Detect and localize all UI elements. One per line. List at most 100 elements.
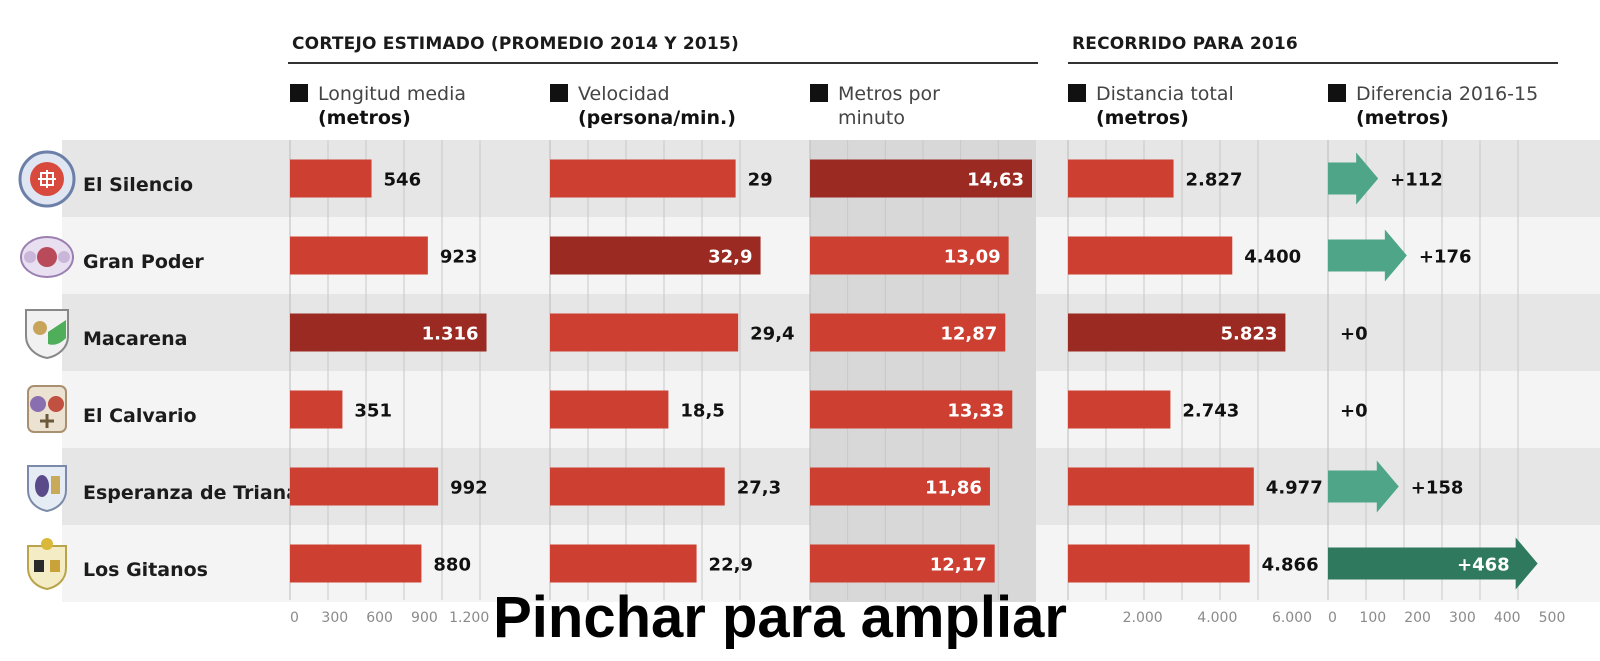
value-label: 12,17 (930, 555, 987, 576)
legend-square-icon (810, 84, 828, 102)
value-label: 4.866 (1262, 555, 1319, 576)
tick-label: 6.000 (1272, 610, 1312, 626)
diff-arrow (1328, 229, 1407, 282)
legend-square-icon (550, 84, 568, 102)
group-rule-cortejo (288, 62, 1038, 64)
bar (810, 313, 1006, 352)
value-label: 29 (748, 170, 773, 191)
row-name-macarena: Macarena (83, 328, 188, 350)
bar (810, 390, 1013, 429)
legend-square-icon (1068, 84, 1086, 102)
metric-header-diferencia: Diferencia 2016-15 (metros) (1328, 82, 1538, 130)
enlarge-caption[interactable]: Pinchar para ampliar (493, 585, 1067, 650)
value-label: 27,3 (737, 478, 781, 499)
value-label: 14,63 (967, 170, 1024, 191)
bar (290, 390, 343, 429)
tick-label: 4.000 (1197, 610, 1237, 626)
tick-label: 1.200 (449, 610, 489, 626)
bar (290, 313, 487, 352)
value-label: +176 (1419, 247, 1472, 268)
metric-header-velocidad-line2: (persona/min.) (578, 107, 736, 129)
value-label: 13,33 (947, 401, 1004, 422)
row-name-el-silencio: El Silencio (83, 174, 194, 196)
metric-header-diferencia-line2: (metros) (1356, 107, 1449, 129)
legend-square-icon (290, 84, 308, 102)
tick-label: 100 (1359, 610, 1386, 626)
bar (1068, 544, 1250, 583)
bar (290, 544, 422, 583)
metric-header-metros-minuto: Metros por minuto (810, 82, 940, 130)
tick-label: 900 (411, 610, 438, 626)
metric-header-diferencia-line1: Diferencia 2016-15 (1356, 83, 1539, 105)
row-name-los-gitanos: Los Gitanos (83, 559, 208, 581)
tick-label: 500 (1539, 610, 1566, 626)
bar (810, 236, 1009, 275)
value-label: 4.400 (1244, 247, 1301, 268)
crest-gran-poder-icon (20, 236, 74, 278)
value-label: +112 (1390, 170, 1443, 191)
value-label: 5.823 (1220, 324, 1277, 345)
value-label: 351 (354, 401, 392, 422)
value-label: 4.977 (1266, 478, 1323, 499)
value-label: +158 (1411, 478, 1464, 499)
bar (550, 390, 669, 429)
value-label: 880 (433, 555, 471, 576)
bar (290, 236, 428, 275)
bar (290, 467, 439, 506)
value-label: 12,87 (940, 324, 997, 345)
value-label: 1.316 (422, 324, 479, 345)
metric-header-velocidad: Velocidad (persona/min.) (550, 82, 736, 130)
metric-header-distancia-line1: Distancia total (1096, 83, 1234, 105)
tick-label: 200 (1404, 610, 1431, 626)
bar (1068, 236, 1233, 275)
bar (550, 236, 761, 275)
value-label: 32,9 (708, 247, 752, 268)
value-label: +468 (1457, 555, 1510, 576)
value-label: 2.743 (1182, 401, 1239, 422)
metric-header-distancia-line2: (metros) (1096, 107, 1189, 129)
value-label: +0 (1340, 324, 1368, 345)
metric-header-distancia: Distancia total (metros) (1068, 82, 1234, 130)
tick-label: 0 (1328, 610, 1337, 626)
bar (1068, 467, 1254, 506)
bar (550, 313, 739, 352)
crest-el-calvario-icon (27, 385, 67, 433)
metric-header-longitud: Longitud media (metros) (290, 82, 466, 130)
value-label: 18,5 (680, 401, 724, 422)
tick-label: 300 (321, 610, 348, 626)
diff-arrow (1328, 537, 1538, 590)
tick-label: 0 (290, 610, 299, 626)
value-label: 22,9 (709, 555, 753, 576)
tick-label: 300 (1449, 610, 1476, 626)
group-title-recorrido: RECORRIDO PARA 2016 (1072, 34, 1298, 54)
row-name-gran-poder: Gran Poder (83, 251, 204, 273)
bar (550, 544, 697, 583)
metric-header-metros-minuto-line1: Metros por (838, 83, 940, 105)
diff-arrow (1328, 460, 1399, 513)
bar (290, 159, 372, 198)
value-label: 546 (384, 170, 422, 191)
bar (810, 544, 995, 583)
tick-label: 600 (366, 610, 393, 626)
bar (550, 159, 736, 198)
bar (1068, 159, 1174, 198)
metric-header-longitud-line1: Longitud media (318, 83, 467, 105)
value-label: 992 (450, 478, 488, 499)
metric-header-metros-minuto-line2: minuto (838, 107, 905, 129)
bar (810, 467, 990, 506)
value-label: 923 (440, 247, 478, 268)
crest-macarena-icon (25, 309, 69, 360)
row-name-el-calvario: El Calvario (83, 405, 197, 427)
bar (1068, 313, 1286, 352)
group-rule-recorrido (1068, 62, 1558, 64)
bar (1068, 390, 1171, 429)
group-title-cortejo: CORTEJO ESTIMADO (PROMEDIO 2014 Y 2015) (292, 34, 739, 54)
bar (810, 159, 1032, 198)
value-label: 2.827 (1186, 170, 1243, 191)
value-label: 11,86 (925, 478, 982, 499)
tick-label: 400 (1494, 610, 1521, 626)
metric-header-longitud-line2: (metros) (318, 107, 411, 129)
crest-el-silencio-icon (18, 150, 76, 208)
value-label: 29,4 (750, 324, 794, 345)
